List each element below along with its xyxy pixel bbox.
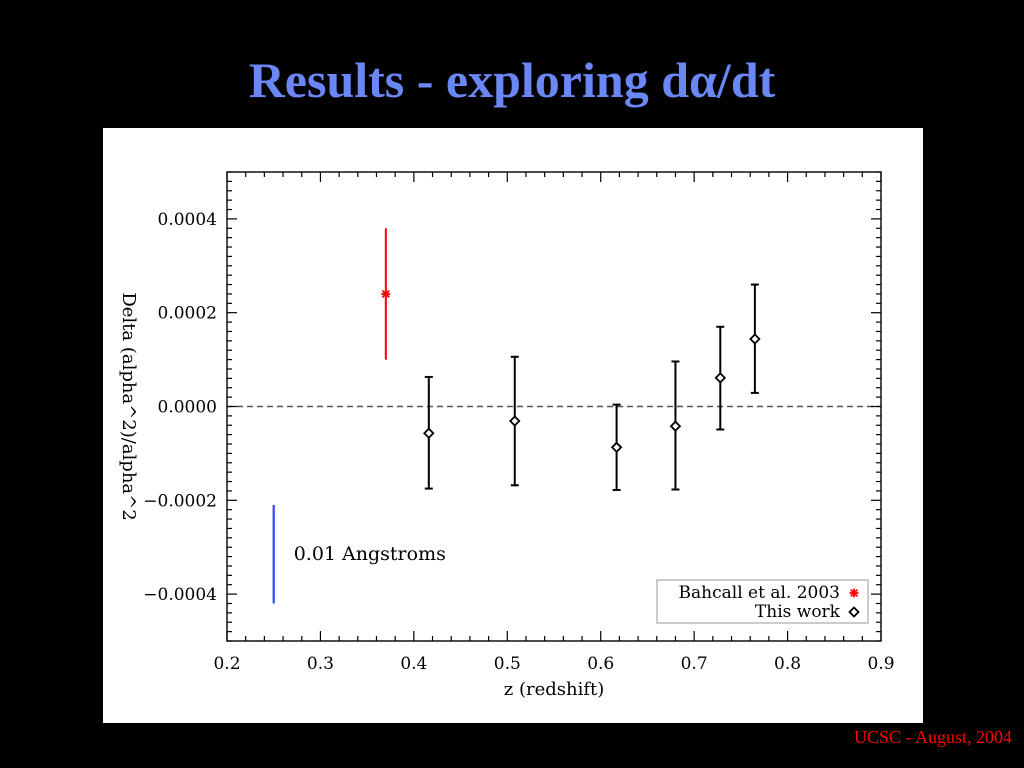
legend-label: This work [755,602,841,622]
footer-text: UCSC - August, 2004 [853,727,1012,747]
x-tick-label: 0.9 [867,654,894,674]
data-point-1-4 [714,325,727,431]
diamond-marker [508,415,521,427]
data-point-1-5 [749,283,761,394]
x-axis-label: z (redshift) [504,679,605,700]
y-tick-label: −0.0002 [143,491,217,511]
diamond-marker [423,427,435,440]
diamond-marker [749,333,761,345]
data-point-1-3 [669,360,682,491]
y-tick-label: 0.0000 [158,398,217,418]
diamond-marker [610,441,623,454]
diamond-marker [848,606,860,618]
title-prefix: Results - exploring d [248,52,690,108]
asterisk-stroke [381,289,390,298]
x-tick-label: 0.8 [774,654,801,674]
x-tick-label: 0.5 [494,654,521,674]
x-tick-label: 0.3 [307,654,334,674]
data-point-1-2 [610,403,623,491]
title-suffix: /dt [716,52,776,108]
asterisk-marker [381,289,391,299]
legend-label: Bahcall et al. 2003 [679,583,840,603]
x-tick-label: 0.4 [400,654,427,674]
x-tick-label: 0.7 [681,654,708,674]
asterisk-stroke [849,588,859,598]
data-point-1-1 [508,355,521,487]
diamond-marker [714,372,727,384]
slide-title: Results - exploring dα/dt [0,50,1024,110]
plot-panel: 0.2 0.3 0.4 0.5 0.6 0.7 0.8 0.9 −0.0004 −0.0002 0.… [103,128,923,723]
asterisk-marker [849,588,859,598]
scale-bar-label: 0.01 Angstroms [294,543,446,565]
y-tick-label: −0.0004 [143,585,217,605]
y-axis-label: Delta (alpha^2)/alpha^2 [118,292,139,520]
data-point-0-0 [381,228,391,360]
x-tick-label: 0.6 [587,654,614,674]
y-tick-label: 0.0002 [158,304,217,324]
title-alpha-symbol: α [689,52,717,108]
chart: 0.2 0.3 0.4 0.5 0.6 0.7 0.8 0.9 −0.0004 −0.0002 0.… [118,171,895,700]
x-tick-label: 0.2 [213,654,240,674]
y-tick-label: 0.0004 [158,210,217,230]
legend-box [656,579,869,624]
diamond-marker [669,420,682,432]
data-point-1-0 [423,375,435,490]
